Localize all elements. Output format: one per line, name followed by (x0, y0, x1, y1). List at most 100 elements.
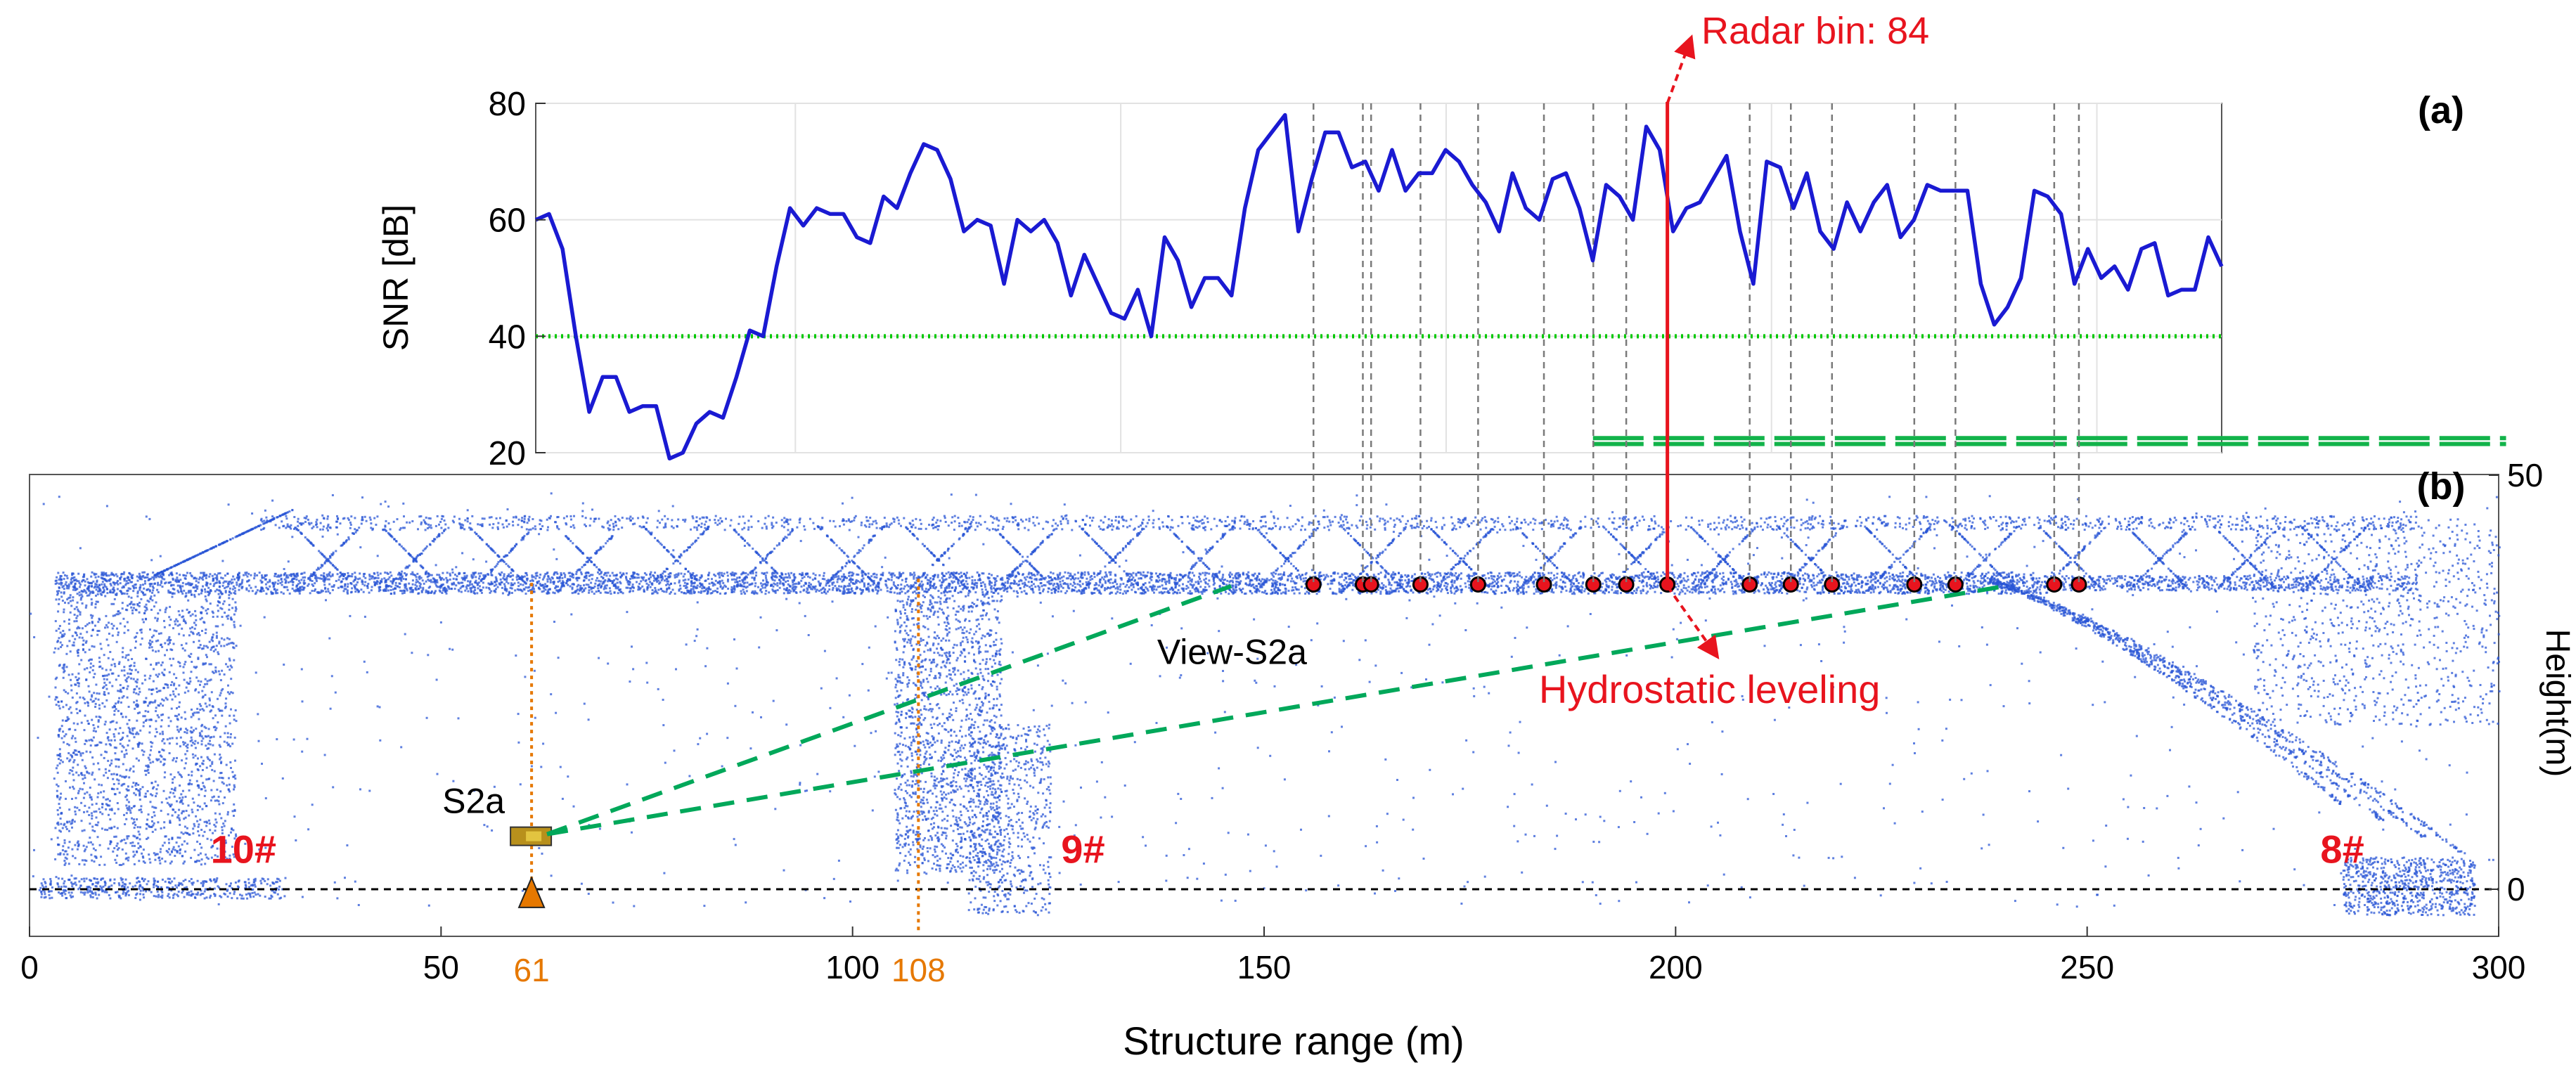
cloud-point (1843, 586, 1846, 588)
cloud-point (846, 576, 848, 579)
cloud-point (809, 586, 812, 588)
cloud-point (787, 592, 790, 595)
cloud-point (1020, 590, 1023, 593)
cloud-point (328, 571, 331, 574)
cloud-point (557, 581, 560, 583)
cloud-point (1062, 583, 1065, 585)
cloud-point (112, 588, 115, 591)
cloud-point (2022, 581, 2025, 583)
cloud-point (685, 586, 688, 589)
cloud-point (1822, 587, 1824, 590)
cloud-point (1409, 585, 1412, 588)
cloud-point (261, 574, 263, 577)
cloud-point (1149, 576, 1152, 579)
cloud-point (1713, 575, 1716, 578)
cloud-point (1062, 586, 1064, 589)
cloud-point (724, 586, 727, 588)
cloud-point (1443, 584, 1446, 587)
cloud-point (1515, 586, 1518, 589)
cloud-point (2007, 574, 2010, 577)
cloud-point (119, 582, 122, 585)
cloud-point (336, 573, 339, 576)
cloud-point (1252, 583, 1255, 586)
cloud-point (502, 577, 505, 580)
cloud-point (1228, 574, 1230, 576)
cloud-point (529, 579, 532, 582)
cloud-point (546, 572, 548, 575)
cloud-point (1244, 583, 1247, 586)
cloud-point (857, 580, 859, 583)
cloud-point (1064, 583, 1067, 586)
cloud-point (534, 572, 537, 575)
cloud-point (818, 574, 821, 576)
cloud-point (1089, 576, 1092, 579)
cloud-point (602, 581, 605, 583)
cloud-point (981, 581, 984, 583)
cloud-point (1059, 571, 1062, 574)
cloud-point (1450, 581, 1453, 583)
cloud-point (863, 583, 865, 586)
cloud-point (1059, 581, 1062, 583)
cloud-point (494, 590, 497, 593)
cloud-point (1053, 583, 1056, 585)
cloud-point (87, 586, 90, 588)
cloud-point (576, 579, 579, 582)
cloud-point (799, 573, 801, 576)
cloud-point (823, 574, 825, 577)
cloud-point (467, 580, 470, 583)
cloud-point (240, 586, 243, 588)
cloud-point (279, 574, 282, 577)
cloud-point (1246, 576, 1249, 579)
cloud-point (544, 573, 547, 576)
cloud-point (583, 590, 586, 593)
cloud-point (459, 587, 462, 590)
cloud-point (1699, 591, 1702, 594)
cloud-point (756, 592, 759, 595)
cloud-point (1274, 592, 1277, 595)
cloud-point (1450, 591, 1453, 594)
cloud-point (1573, 574, 1576, 576)
cloud-point (1820, 581, 1822, 584)
cloud-point (1582, 576, 1585, 579)
cloud-point (596, 576, 598, 579)
cloud-point (690, 588, 693, 590)
cloud-point (1457, 576, 1460, 579)
cloud-point (861, 575, 864, 578)
cloud-point (921, 588, 924, 591)
cloud-point (510, 592, 513, 594)
cloud-point (1840, 574, 1843, 577)
cloud-point (1169, 574, 1171, 576)
cloud-point (949, 590, 952, 593)
cloud-point (564, 574, 567, 576)
cloud-point (571, 583, 574, 586)
cloud-point (1114, 574, 1116, 576)
cloud-point (921, 584, 924, 587)
cloud-point (899, 588, 902, 590)
cloud-point (1159, 586, 1161, 588)
cloud-point (1287, 579, 1289, 582)
cloud-point (714, 574, 717, 577)
cloud-point (122, 573, 125, 576)
cloud-point (1183, 589, 1185, 592)
cloud-point (148, 589, 151, 592)
cloud-point (1889, 591, 1892, 594)
cloud-point (1898, 575, 1901, 578)
cloud-point (1067, 577, 1070, 580)
cloud-point (614, 587, 617, 590)
cloud-point (1711, 571, 1713, 574)
cloud-point (414, 583, 417, 586)
cloud-point (2002, 571, 2004, 574)
cloud-point (1206, 571, 1209, 574)
cloud-point (1357, 590, 1360, 593)
cloud-point (1582, 581, 1585, 583)
cloud-point (1249, 580, 1251, 583)
cloud-point (1559, 579, 1562, 581)
cloud-point (262, 587, 264, 590)
cloud-point (1427, 588, 1429, 591)
cloud-point (1699, 585, 1702, 588)
cloud-point (1507, 571, 1509, 574)
cloud-point (677, 572, 680, 575)
cloud-point (232, 575, 235, 578)
cloud-point (1917, 590, 1920, 593)
cloud-point (1919, 588, 1922, 591)
